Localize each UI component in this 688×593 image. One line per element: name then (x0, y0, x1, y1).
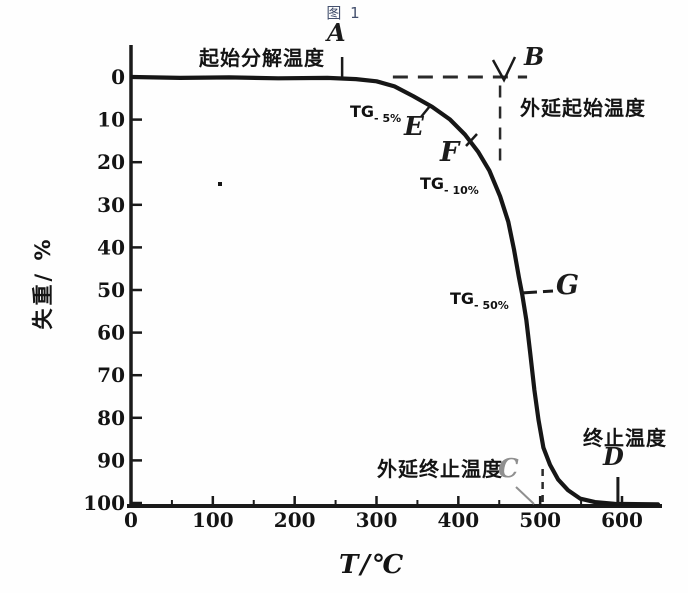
y-tick-label: 50 (97, 278, 125, 302)
y-tick-label: 0 (111, 65, 125, 89)
tg50-main: TG (450, 289, 475, 308)
y-tick-label: 40 (97, 235, 125, 259)
y-tick-label: 30 (97, 193, 125, 217)
point-E-tick (420, 105, 431, 118)
point-B-vee-mark (491, 56, 517, 83)
y-tick-label: 70 (97, 363, 125, 387)
x-tick-label: 0 (124, 508, 138, 532)
x-tick-label: 100 (192, 508, 234, 532)
x-tick-label: 400 (437, 508, 479, 532)
x-tick-label: 300 (356, 508, 398, 532)
marker-letter-B: B (524, 42, 545, 71)
tg10-sub: - 10% (444, 184, 479, 197)
point-F-tick (465, 133, 478, 147)
x-tick-label: 600 (601, 508, 643, 532)
marker-letter-E: E (404, 112, 424, 142)
y-axis-label: 失重/ % (31, 236, 55, 330)
marker-letter-D: D (603, 442, 624, 471)
label-tg-minus-5pct: TG- 5% (350, 102, 401, 125)
marker-letter-G: G (556, 270, 580, 301)
scan-speck (218, 182, 222, 186)
marker-letter-F: F (440, 137, 460, 168)
label-tg-minus-50pct: TG- 50% (450, 289, 509, 312)
label-tg-minus-10pct: TG- 10% (420, 174, 479, 197)
y-tick-label: 60 (97, 321, 125, 345)
tg5-sub: - 5% (374, 112, 402, 125)
figure-caption: 图 1 (326, 4, 362, 22)
x-tick-label: 200 (274, 508, 316, 532)
point-G-leader (520, 289, 554, 295)
y-tick-label: 100 (83, 491, 125, 515)
x-tick-label: 500 (519, 508, 561, 532)
y-tick-label: 90 (97, 448, 125, 472)
label-extrapolated-onset-temperature: 外延起始温度 (520, 96, 646, 120)
y-tick-label: 20 (97, 150, 125, 174)
label-initial-decomposition-temperature: 起始分解温度 (199, 46, 325, 70)
point-C-leader (515, 486, 535, 505)
tg10-main: TG (420, 174, 445, 193)
label-end-temperature: 终止温度 (583, 426, 667, 450)
label-extrapolated-end-temperature: 外延终止温度 (377, 457, 503, 481)
marker-letter-C: C (498, 454, 519, 484)
x-axis-label: T/℃ (339, 550, 405, 580)
y-tick-label: 10 (97, 108, 125, 132)
y-tick-label: 80 (97, 406, 125, 430)
marker-letter-A: A (327, 18, 346, 47)
tg-curve (130, 74, 661, 507)
tg5-main: TG (350, 102, 375, 121)
tg50-sub: - 50% (474, 299, 509, 312)
